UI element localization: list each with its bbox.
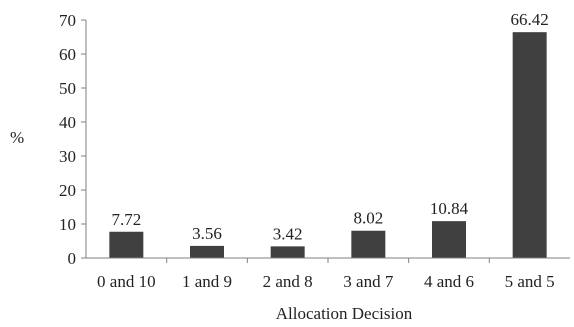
data-label-2: 3.56 bbox=[192, 224, 222, 243]
bar-6 bbox=[512, 32, 547, 259]
bar-4 bbox=[351, 230, 386, 258]
y-tick-label: 50 bbox=[59, 79, 76, 98]
data-label-4: 8.02 bbox=[353, 209, 383, 228]
y-tick-label: 30 bbox=[59, 147, 76, 166]
bar-2 bbox=[190, 245, 224, 258]
y-tick-label: 60 bbox=[59, 45, 76, 64]
bars bbox=[109, 32, 547, 259]
y-tick-label: 70 bbox=[59, 11, 76, 30]
y-tick-label: 10 bbox=[59, 215, 76, 234]
x-axis-title: Allocation Decision bbox=[276, 304, 413, 323]
y-axis-title: % bbox=[10, 128, 24, 147]
bar-5 bbox=[432, 221, 466, 258]
x-axis: 0 and 10 1 and 9 2 and 8 3 and 7 4 and 6 5 an… bbox=[86, 257, 570, 291]
y-axis: 0 10 20 30 40 50 60 70 bbox=[59, 11, 87, 268]
x-tick-label: 3 and 7 bbox=[343, 272, 394, 291]
x-tick-label: 2 and 8 bbox=[263, 272, 313, 291]
x-tick-label: 4 and 6 bbox=[424, 272, 474, 291]
y-tick-label: 0 bbox=[68, 249, 77, 268]
data-labels: 7.72 3.56 3.42 8.02 10.84 66.42 bbox=[111, 10, 548, 243]
data-label-1: 7.72 bbox=[111, 210, 141, 229]
bar-3 bbox=[270, 246, 305, 258]
x-tick-label: 0 and 10 bbox=[97, 272, 156, 291]
data-label-3: 3.42 bbox=[273, 224, 303, 243]
data-label-5: 10.84 bbox=[430, 199, 469, 218]
data-label-6: 66.42 bbox=[511, 10, 549, 29]
bar-1 bbox=[109, 231, 144, 258]
y-tick-label: 20 bbox=[59, 181, 76, 200]
x-tick-label: 1 and 9 bbox=[182, 272, 232, 291]
y-tick-label: 40 bbox=[59, 113, 76, 132]
x-tick-label: 5 and 5 bbox=[505, 272, 555, 291]
